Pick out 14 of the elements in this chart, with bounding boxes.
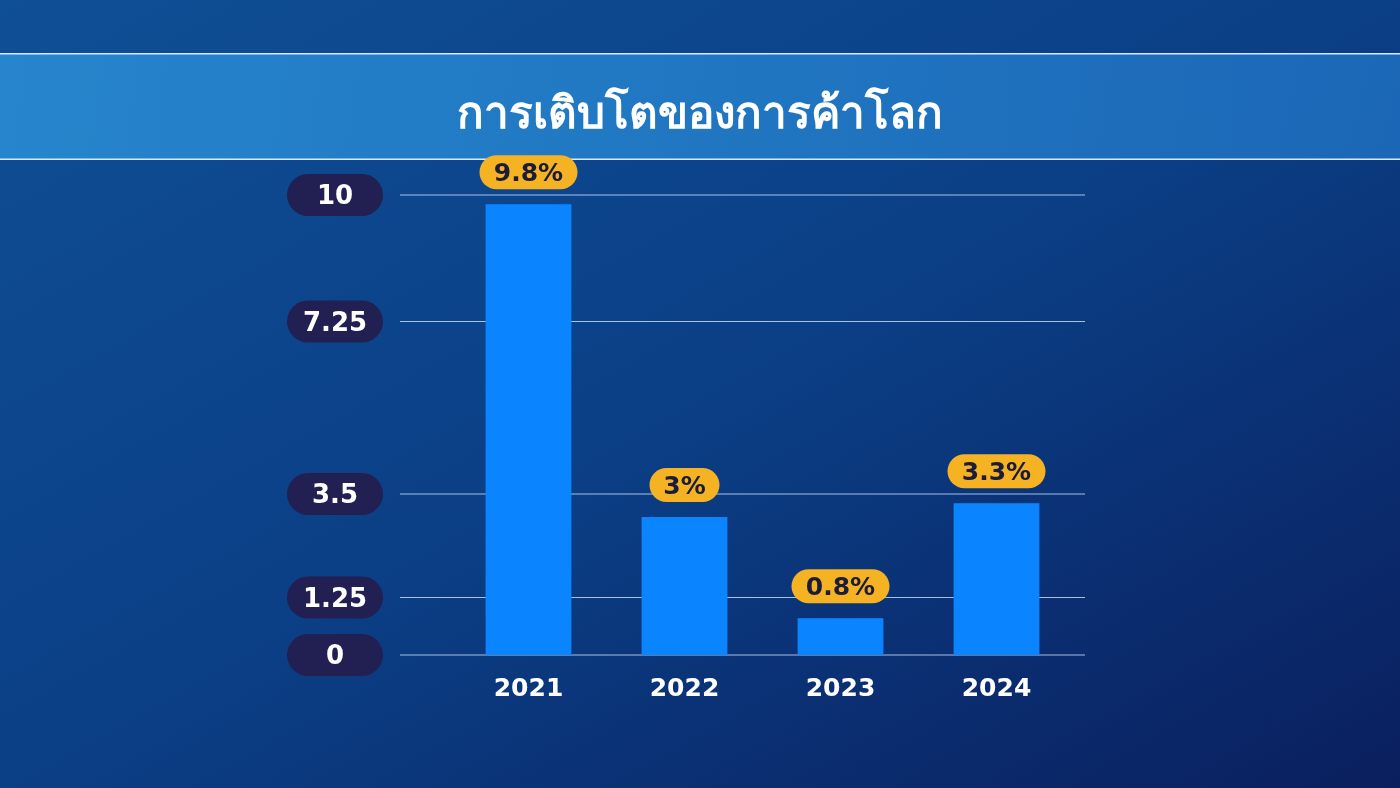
data-label: 0.8%: [805, 572, 876, 602]
x-tick-label: 2022: [649, 673, 720, 702]
x-tick-label: 2023: [805, 673, 876, 702]
x-tick-label: 2021: [493, 673, 564, 702]
y-tick-label: 7.25: [302, 306, 368, 337]
y-tick-label: 1.25: [302, 582, 368, 613]
chart-title: การเติบโตของการค้าโลก: [457, 86, 943, 138]
data-label: 3%: [663, 471, 706, 500]
y-tick-label: 3.5: [311, 479, 359, 509]
data-label: 3.3%: [961, 457, 1032, 487]
data-label: 9.8%: [493, 158, 564, 188]
x-tick-label: 2024: [961, 673, 1032, 702]
y-tick-label: 10: [316, 180, 354, 210]
y-tick-label: 0: [325, 640, 345, 670]
